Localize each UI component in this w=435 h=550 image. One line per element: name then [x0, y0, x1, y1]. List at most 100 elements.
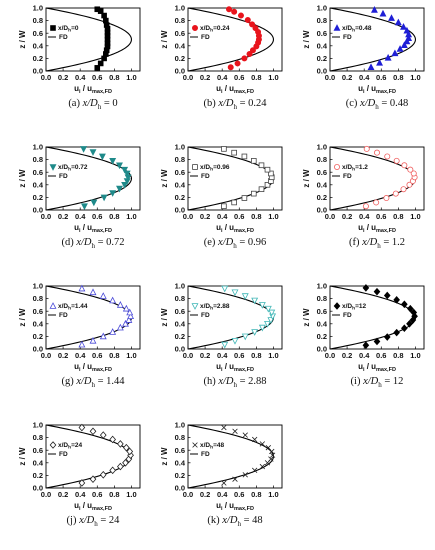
data-point [227, 64, 234, 71]
data-point [406, 181, 413, 188]
x-tick-label: 1.0 [126, 351, 136, 360]
data-point [251, 436, 258, 443]
panel-caption: (j) x/Dh = 24 [66, 515, 120, 529]
x-tick-label: 1.0 [410, 73, 420, 82]
x-tick-label: 0.6 [376, 212, 386, 221]
chart-panel-k: 0.0 0.2 0.4 0.6 0.8 1.0 0.0 0.2 0.4 0.6 0.8 1.0 z / … [160, 421, 283, 512]
x-tick-label: 0.8 [393, 73, 403, 82]
y-tick-label: 0.0 [175, 67, 185, 76]
data-point [241, 293, 249, 300]
data-point [109, 466, 116, 475]
legend-label-fd: FD [201, 34, 210, 41]
panel-caption: (k) x/Dh = 48 [207, 515, 263, 529]
chart-panel-a: 0.0 0.2 0.4 0.6 0.8 1.0 0.0 0.2 0.4 0.6 0.8 1.0 z / … [18, 4, 141, 95]
x-tick-label: 0.2 [342, 73, 352, 82]
x-tick-label: 0.2 [58, 351, 68, 360]
y-tick-label: 0.2 [175, 471, 185, 480]
y-tick-label: 0.6 [33, 307, 43, 316]
data-point [116, 162, 123, 170]
x-tick-label: 0.6 [234, 212, 244, 221]
x-tick-label: 0.8 [251, 212, 261, 221]
x-tick-label: 0.6 [92, 212, 102, 221]
data-point [406, 304, 414, 313]
y-tick-label: 0.0 [33, 67, 43, 76]
data-point [99, 431, 107, 439]
data-point [78, 423, 86, 432]
x-axis-label: ui / umax,FD [358, 362, 396, 373]
x-axis-label: ui / umax,FD [74, 84, 112, 95]
y-tick-label: 0.8 [317, 155, 327, 164]
data-point [393, 157, 400, 164]
data-point [94, 6, 101, 13]
data-point [109, 158, 117, 165]
y-tick-label: 0.6 [33, 29, 43, 38]
data-point [410, 308, 418, 317]
data-point [116, 185, 123, 193]
legend-label-fd: FD [59, 312, 68, 319]
y-tick-label: 1.0 [317, 143, 327, 152]
legend-label-fd: FD [201, 451, 210, 458]
panel-caption: (h) x/Dh = 2.88 [203, 376, 267, 390]
plot-frame [329, 7, 425, 72]
data-point [221, 146, 227, 152]
legend-label-series: x/Dh=12 [342, 303, 366, 312]
data-point [258, 186, 265, 193]
data-point [241, 55, 248, 62]
y-tick-label: 0.2 [33, 471, 43, 480]
data-point [101, 12, 107, 19]
series-points [226, 6, 262, 71]
data-point [370, 6, 378, 13]
y-axis-label: z / W [160, 169, 169, 188]
legend-marker [333, 24, 341, 31]
data-point [379, 9, 387, 17]
x-tick-label: 0.6 [92, 73, 102, 82]
data-point [258, 324, 266, 332]
data-point [121, 182, 129, 189]
y-tick-label: 0.6 [175, 29, 185, 38]
y-axis-label: z / W [160, 30, 169, 49]
chart-panel-b: 0.0 0.2 0.4 0.6 0.8 1.0 0.0 0.2 0.4 0.6 0.8 1.0 z / … [160, 4, 283, 95]
data-point [80, 146, 88, 153]
x-axis-label: ui / umax,FD [216, 362, 254, 373]
data-point [125, 316, 133, 323]
y-tick-label: 0.4 [33, 319, 44, 328]
y-tick-label: 0.4 [175, 319, 186, 328]
legend-marker [334, 163, 341, 170]
y-tick-label: 0.6 [33, 446, 43, 455]
data-point [116, 323, 124, 331]
x-axis-label: ui / umax,FD [74, 501, 112, 512]
x-tick-label: 0.4 [359, 212, 370, 221]
y-tick-label: 0.0 [33, 345, 43, 354]
data-point [400, 41, 408, 48]
data-point [394, 18, 402, 26]
data-point [241, 153, 248, 160]
data-point [367, 63, 375, 71]
data-point [396, 45, 404, 52]
y-tick-label: 0.2 [317, 193, 327, 202]
data-point [221, 341, 229, 349]
x-axis-label: ui / umax,FD [74, 362, 112, 373]
y-tick-label: 0.8 [33, 155, 43, 164]
series-points [78, 284, 135, 348]
legend-label-series: x/Dh=0.48 [342, 25, 372, 34]
legend-label-series: x/Dh=2.88 [200, 303, 230, 312]
data-point [362, 284, 370, 292]
data-point [232, 428, 238, 434]
x-tick-label: 0.0 [41, 351, 51, 360]
legend-marker [192, 164, 198, 170]
legend-marker [191, 303, 199, 310]
data-point [407, 166, 414, 173]
legend-marker [49, 441, 57, 449]
x-tick-label: 0.6 [92, 490, 102, 499]
data-point [403, 26, 411, 34]
data-point [231, 338, 239, 345]
x-tick-label: 0.4 [75, 490, 86, 499]
data-point [373, 287, 381, 296]
data-point [221, 203, 227, 210]
y-tick-label: 0.4 [175, 458, 186, 467]
data-point [383, 195, 390, 202]
data-point [265, 444, 272, 451]
